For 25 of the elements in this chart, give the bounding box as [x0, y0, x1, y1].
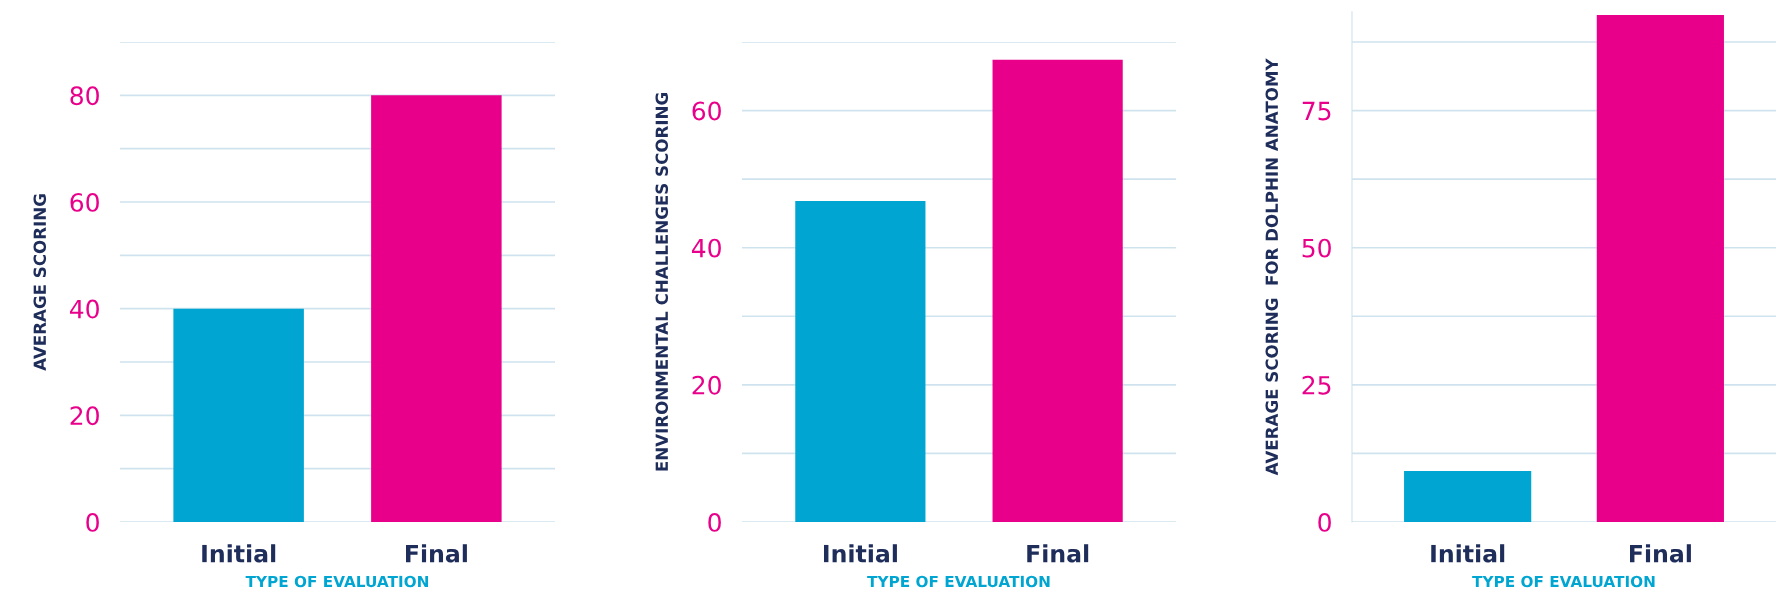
- y-axis-title: AVERAGE SCORING: [33, 194, 47, 371]
- y-tick-label: 0: [86, 512, 99, 532]
- y-tick-label: 75: [1302, 101, 1331, 121]
- y-tick-label: 40: [691, 238, 721, 258]
- y-tick-label: 60: [70, 192, 99, 212]
- x-tick-label: Final: [1027, 544, 1089, 563]
- x-tick-label: Final: [1630, 544, 1691, 563]
- y-tick-label: 20: [70, 406, 99, 426]
- y-tick-label: 0: [708, 512, 721, 532]
- x-axis-title: TYPE OF EVALUATION: [867, 575, 1050, 588]
- y-tick-label: 25: [1302, 375, 1331, 395]
- y-axis-title: ENVIRONMENTAL CHALLENGES SCORING: [655, 93, 669, 471]
- y-tick-label: 20: [692, 375, 721, 395]
- x-axis-title: TYPE OF EVALUATION: [245, 575, 429, 588]
- x-axis-title: TYPE OF EVALUATION: [1472, 575, 1655, 588]
- y-tick-label: 40: [69, 299, 99, 319]
- y-tick-label: 0: [1318, 512, 1331, 532]
- y-tick-label: 50: [1302, 238, 1331, 258]
- x-tick-label: Initial: [823, 544, 897, 563]
- x-tick-label: Initial: [1431, 544, 1505, 563]
- x-tick-label: Initial: [202, 544, 276, 563]
- x-tick-label: Final: [406, 544, 467, 563]
- y-tick-label: 60: [692, 101, 721, 121]
- y-tick-label: 80: [70, 86, 99, 106]
- y-axis-title: AVERAGE SCORING FOR DOLPHIN ANATOMY: [1265, 58, 1279, 476]
